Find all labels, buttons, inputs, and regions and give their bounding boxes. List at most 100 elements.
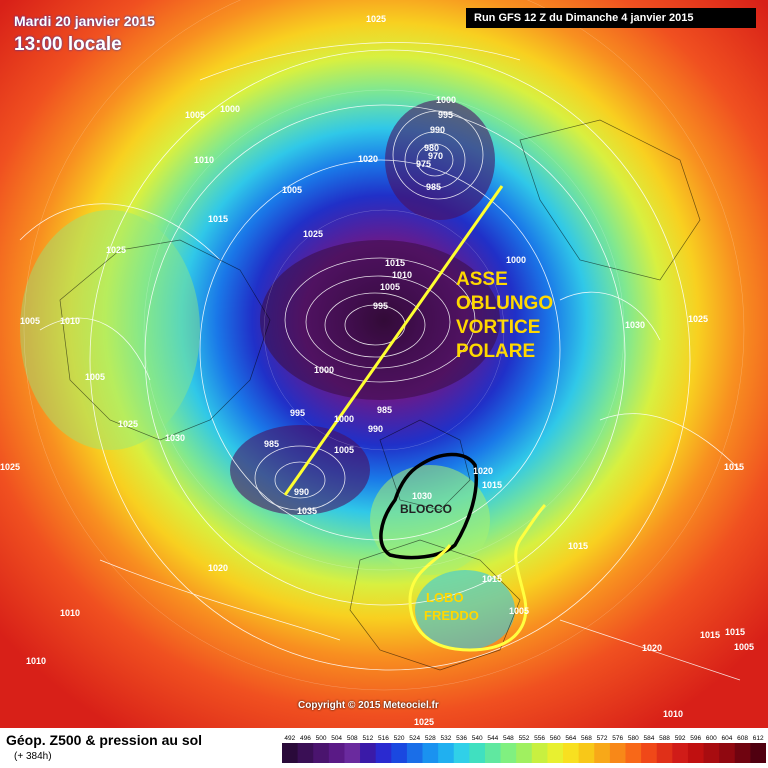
isobar-label: 1035 bbox=[297, 506, 317, 516]
scale-label: 532 bbox=[441, 735, 452, 742]
scale-swatch bbox=[282, 743, 299, 763]
isobar-labels: 1025 1000 1005 1010 1005 1015 1025 1005 … bbox=[0, 14, 754, 727]
isobar-label: 1025 bbox=[303, 229, 323, 239]
scale-label: 508 bbox=[347, 735, 358, 742]
coastlines bbox=[59, 119, 701, 671]
isobar-label: 995 bbox=[290, 408, 305, 418]
scale-swatch bbox=[656, 743, 673, 763]
isobar-label: 990 bbox=[294, 487, 309, 497]
scale-label: 520 bbox=[394, 735, 405, 742]
isobar-label: 985 bbox=[426, 182, 441, 192]
isobar-label: 1010 bbox=[60, 316, 80, 326]
scale-swatch bbox=[360, 743, 377, 763]
scale-swatch bbox=[594, 743, 611, 763]
scale-label: 548 bbox=[503, 735, 514, 742]
scale-swatch bbox=[375, 743, 392, 763]
isobar-label: 1005 bbox=[85, 372, 105, 382]
scale-label: 588 bbox=[659, 735, 670, 742]
ridge-lobe bbox=[20, 210, 200, 450]
scale-label: 544 bbox=[487, 735, 498, 742]
isobar-label: 1020 bbox=[473, 466, 493, 476]
isobar-label: 1015 bbox=[208, 214, 228, 224]
ridge-lobe bbox=[370, 465, 490, 575]
scale-swatch bbox=[313, 743, 330, 763]
scale-swatch bbox=[719, 743, 736, 763]
scale-label: 516 bbox=[378, 735, 389, 742]
run-info: Run GFS 12 Z du Dimanche 4 janvier 2015 bbox=[466, 8, 756, 28]
scale-label: 576 bbox=[612, 735, 623, 742]
cold-lobe-outline bbox=[408, 503, 547, 652]
isobar-label: 1015 bbox=[385, 258, 405, 268]
isobar-label: 1015 bbox=[482, 480, 502, 490]
isobar-label: 1030 bbox=[412, 491, 432, 501]
cold-lobe-area bbox=[415, 570, 515, 650]
scale-swatch bbox=[625, 743, 642, 763]
scale-label: 592 bbox=[675, 735, 686, 742]
isobar-label: 1015 bbox=[700, 630, 720, 640]
scale-swatch bbox=[750, 743, 766, 763]
isobar-label: 1020 bbox=[208, 563, 228, 573]
scale-swatch bbox=[391, 743, 408, 763]
scale-label: 564 bbox=[565, 735, 576, 742]
block-label: BLOCCO bbox=[400, 502, 452, 516]
isobar-label: 1010 bbox=[392, 270, 412, 280]
isobar-label: 1005 bbox=[380, 282, 400, 292]
scale-swatch bbox=[672, 743, 689, 763]
isobar-label: 1025 bbox=[366, 14, 386, 24]
isobar-label: 1025 bbox=[0, 462, 20, 472]
scale-label: 512 bbox=[362, 735, 373, 742]
isobar-label: 1005 bbox=[734, 642, 754, 652]
scale-label: 608 bbox=[737, 735, 748, 742]
isobar-label: 1025 bbox=[414, 717, 434, 727]
scale-swatch bbox=[547, 743, 564, 763]
scale-label: 504 bbox=[331, 735, 342, 742]
scale-label: 552 bbox=[519, 735, 530, 742]
isobar-label: 1025 bbox=[106, 245, 126, 255]
axis-label-1: ASSE bbox=[456, 269, 508, 290]
isobar-label: 995 bbox=[373, 301, 388, 311]
isobar-label: 995 bbox=[438, 110, 453, 120]
scale-label: 492 bbox=[284, 735, 295, 742]
isobar-label: 1005 bbox=[282, 185, 302, 195]
scale-swatch bbox=[469, 743, 486, 763]
scale-swatch bbox=[453, 743, 470, 763]
isobar-label: 1015 bbox=[482, 574, 502, 584]
trough-lobe bbox=[385, 100, 495, 220]
vortex-axis-line bbox=[283, 185, 504, 496]
grid-lines bbox=[23, 0, 745, 691]
scale-label: 604 bbox=[722, 735, 733, 742]
forecast-range: (+ 384h) bbox=[14, 751, 52, 762]
scale-swatch bbox=[438, 743, 455, 763]
isobar-label: 1025 bbox=[118, 419, 138, 429]
scale-label: 496 bbox=[300, 735, 311, 742]
scale-label: 584 bbox=[643, 735, 654, 742]
isobar-label: 985 bbox=[377, 405, 392, 415]
isobar-label: 1005 bbox=[334, 445, 354, 455]
isobar-label: 1010 bbox=[60, 608, 80, 618]
scale-swatch bbox=[687, 743, 705, 763]
scale-swatch bbox=[406, 743, 424, 763]
color-scale: 492 496 500 504 508 512 516 520 524 528 532 536 540 5… bbox=[282, 735, 766, 763]
scale-label: 556 bbox=[534, 735, 545, 742]
scale-label: 580 bbox=[628, 735, 639, 742]
isobar-label: 1010 bbox=[26, 656, 46, 666]
scale-label: 572 bbox=[597, 735, 608, 742]
scale-swatch bbox=[484, 743, 502, 763]
scale-label: 540 bbox=[472, 735, 483, 742]
isobar-label: 1030 bbox=[625, 320, 645, 330]
isobar-label: 1010 bbox=[194, 155, 214, 165]
isobar-label: 1015 bbox=[725, 627, 745, 637]
isobar-label: 1020 bbox=[358, 154, 378, 164]
isobar-label: 1020 bbox=[642, 643, 662, 653]
scale-swatch bbox=[703, 743, 720, 763]
scale-swatch bbox=[344, 743, 361, 763]
scale-label: 600 bbox=[706, 735, 717, 742]
scale-label: 612 bbox=[753, 735, 764, 742]
scale-swatch bbox=[531, 743, 548, 763]
geopotential-map: BLOCCO LOBO FREDDO ASSE OBLUNGO VORTICE … bbox=[0, 0, 768, 728]
scale-label: 596 bbox=[690, 735, 701, 742]
isobar-label: 1000 bbox=[506, 255, 526, 265]
scale-label: 560 bbox=[550, 735, 561, 742]
isobar-label: 1025 bbox=[688, 314, 708, 324]
isobar-label: 990 bbox=[430, 125, 445, 135]
